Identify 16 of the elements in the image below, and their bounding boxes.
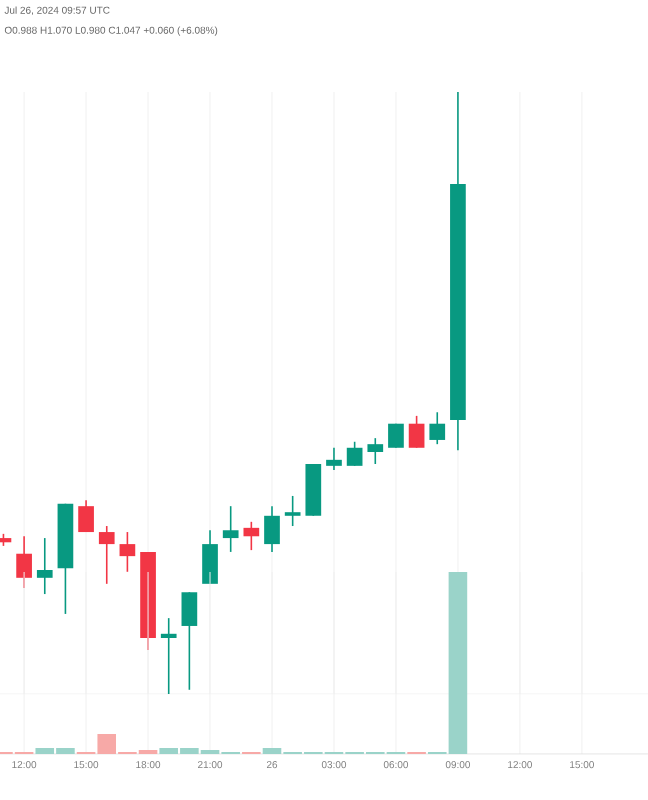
- candlestick: [160, 617, 177, 695]
- candlestick: [284, 495, 301, 527]
- candlestick: [408, 415, 425, 449]
- candlestick: [326, 446, 342, 471]
- candlestick: [36, 537, 53, 595]
- candlestick: [243, 521, 260, 551]
- candlestick: [346, 440, 363, 467]
- candlestick: [264, 505, 280, 553]
- candlestick: [181, 591, 198, 691]
- candlestick: [222, 505, 239, 553]
- candlestick: [119, 531, 136, 573]
- candlestick: [388, 422, 404, 449]
- candlestick: [98, 525, 115, 585]
- candlestick: [429, 411, 446, 445]
- candlestick: [367, 437, 384, 465]
- candlestick: [78, 499, 94, 533]
